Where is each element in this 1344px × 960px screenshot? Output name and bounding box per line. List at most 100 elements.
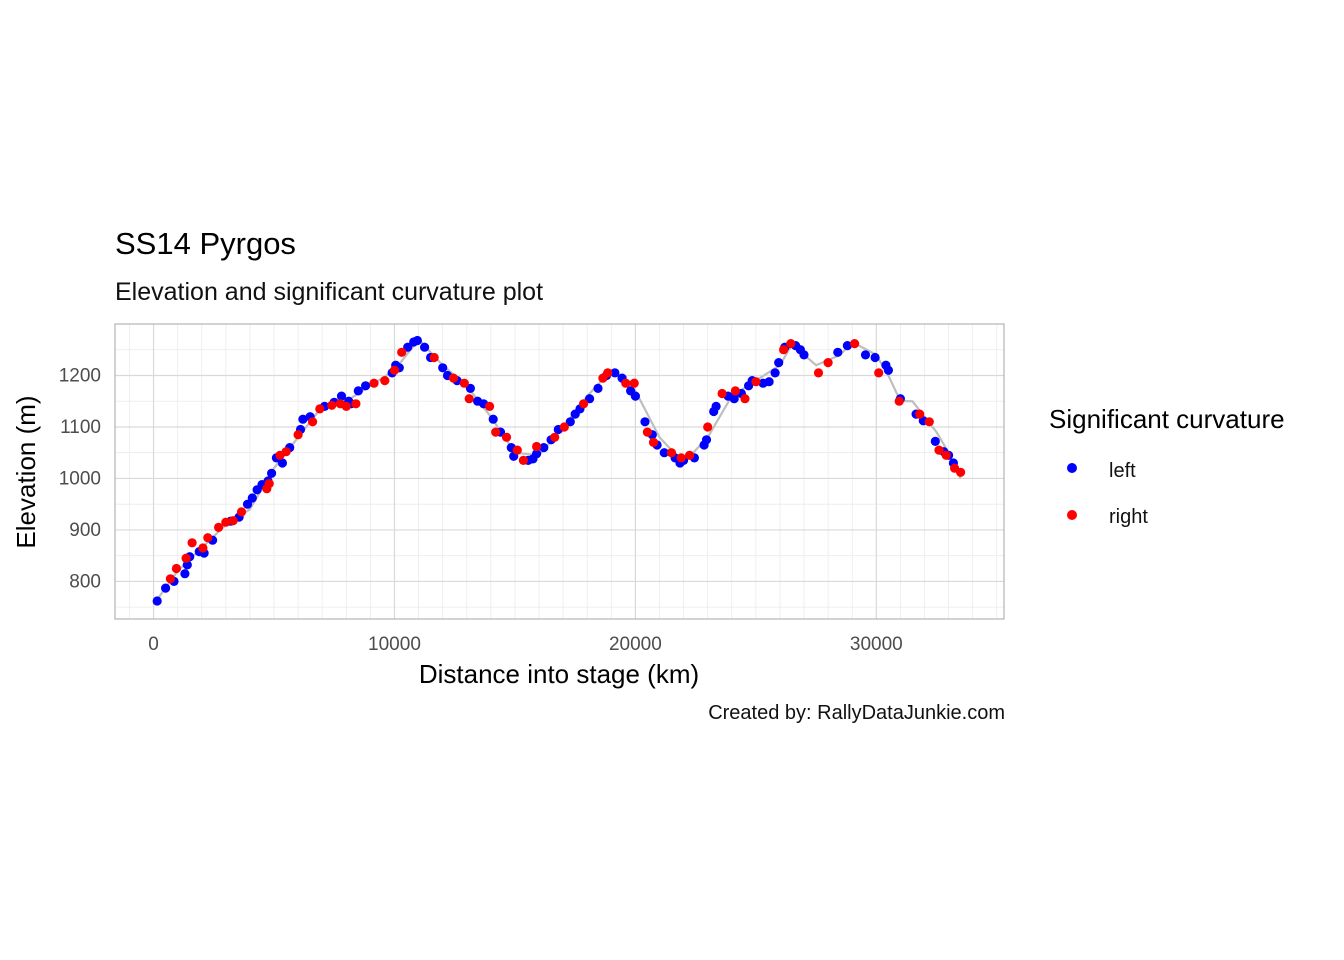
legend-swatch-left	[1067, 463, 1077, 473]
point-right	[685, 450, 695, 460]
x-axis-title: Distance into stage (km)	[419, 659, 699, 689]
point-right	[956, 467, 966, 477]
point-left	[701, 435, 712, 445]
point-left	[438, 363, 448, 373]
point-right	[648, 437, 659, 447]
point-left	[585, 394, 595, 404]
point-right	[941, 450, 951, 460]
point-right	[221, 517, 231, 527]
chart-title: SS14 Pyrgos	[115, 226, 296, 261]
point-left	[336, 391, 347, 401]
y-tick-label: 1100	[60, 417, 101, 438]
point-left	[883, 365, 894, 375]
point-right	[786, 339, 796, 349]
point-right	[308, 417, 318, 427]
point-right	[924, 417, 934, 427]
point-left	[298, 414, 308, 424]
point-right	[198, 543, 208, 553]
point-left	[247, 493, 257, 503]
point-right	[717, 388, 727, 399]
legend: Significant curvature left right	[1049, 404, 1285, 528]
point-right	[429, 352, 439, 363]
point-left	[860, 350, 871, 360]
point-right	[703, 422, 713, 432]
point-left	[565, 417, 575, 427]
point-right	[369, 378, 379, 388]
point-left	[277, 458, 287, 468]
point-right	[459, 378, 469, 388]
x-tick-label: 30000	[850, 634, 903, 655]
point-right	[327, 400, 337, 410]
point-left	[799, 350, 809, 360]
point-right	[642, 427, 653, 437]
point-left	[353, 386, 363, 396]
point-left	[930, 436, 940, 446]
point-left	[539, 443, 549, 453]
point-right	[813, 368, 824, 378]
point-right	[203, 533, 213, 543]
point-left	[488, 414, 498, 424]
point-right	[874, 368, 884, 378]
point-right	[491, 427, 501, 437]
point-left	[412, 335, 422, 346]
y-tick-label: 800	[69, 571, 101, 592]
point-right	[485, 401, 495, 411]
x-axis-ticks: 0 10000 20000 30000	[148, 634, 902, 655]
point-right	[464, 394, 474, 404]
point-right	[915, 409, 925, 419]
point-right	[532, 441, 542, 452]
point-left	[833, 347, 843, 357]
point-left	[180, 569, 190, 579]
point-right	[512, 445, 522, 455]
point-right	[187, 538, 197, 548]
point-left	[659, 448, 669, 458]
point-right	[501, 432, 512, 442]
point-left	[870, 352, 880, 363]
curvature-points	[152, 335, 966, 606]
point-right	[603, 368, 613, 378]
point-right	[550, 432, 560, 442]
point-right	[228, 516, 238, 526]
y-axis-title: Elevation (m)	[11, 395, 41, 548]
point-left	[770, 368, 780, 378]
point-right	[579, 399, 589, 409]
point-right	[779, 345, 789, 355]
point-right	[621, 378, 631, 388]
point-right	[850, 339, 860, 349]
point-right	[264, 479, 274, 489]
point-right	[823, 358, 833, 368]
chart-caption: Created by: RallyDataJunkie.com	[708, 702, 1005, 724]
point-right	[559, 422, 569, 432]
major-grid	[115, 324, 1004, 619]
point-left	[532, 449, 542, 459]
point-right	[518, 455, 529, 465]
point-right	[448, 373, 459, 383]
point-left	[465, 383, 475, 393]
point-right	[293, 430, 303, 440]
point-left	[729, 394, 739, 404]
point-right	[740, 394, 750, 404]
point-left	[152, 596, 162, 606]
point-left	[774, 358, 784, 368]
chart-subtitle: Elevation and significant curvature plot	[115, 278, 544, 306]
point-left	[764, 377, 774, 387]
point-right	[315, 404, 325, 414]
legend-label-right: right	[1109, 506, 1148, 528]
point-right	[171, 563, 181, 574]
point-right	[165, 574, 175, 584]
legend-title: Significant curvature	[1049, 404, 1285, 434]
point-right	[214, 522, 224, 533]
point-left	[361, 381, 371, 391]
legend-label-left: left	[1109, 460, 1136, 482]
point-right	[380, 376, 390, 386]
point-left	[161, 583, 171, 593]
y-tick-label: 1000	[59, 468, 101, 489]
point-left	[630, 391, 641, 401]
point-left	[267, 468, 277, 478]
point-right	[676, 453, 686, 463]
point-left	[711, 401, 721, 411]
y-axis-ticks: 800 900 1000 1100 1200	[59, 365, 101, 592]
point-right	[934, 445, 944, 455]
x-tick-label: 0	[148, 634, 159, 655]
